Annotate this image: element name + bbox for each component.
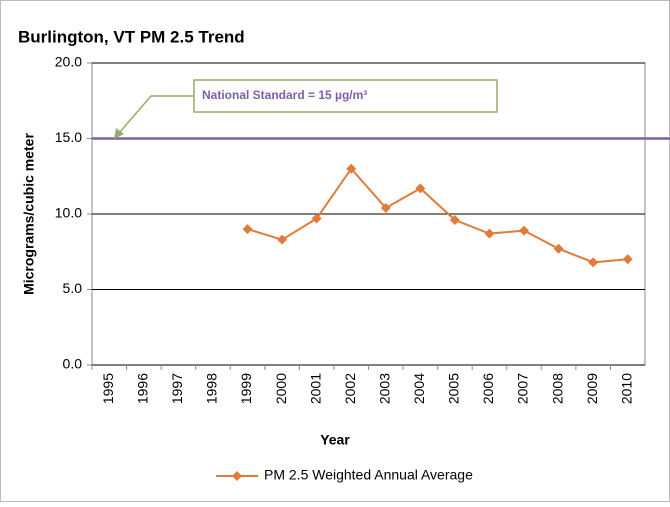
x-tick-label: 2000 xyxy=(273,373,289,404)
data-marker xyxy=(242,224,253,235)
x-tick-label: 2010 xyxy=(618,373,634,404)
y-tick-label: 0.0 xyxy=(63,356,83,372)
data-marker xyxy=(622,254,633,265)
x-tick-label: 2006 xyxy=(480,373,496,404)
x-tick-label: 2001 xyxy=(307,373,323,404)
y-tick-label: 15.0 xyxy=(55,129,82,145)
annotation: National Standard = 15 µg/m³ xyxy=(202,88,367,102)
annotation-arrowhead xyxy=(114,128,124,139)
y-tick-label: 10.0 xyxy=(55,205,82,221)
x-tick-label: 2008 xyxy=(549,373,565,404)
chart-title: Burlington, VT PM 2.5 Trend xyxy=(18,27,245,46)
data-marker xyxy=(449,215,460,226)
x-tick-label: 1999 xyxy=(238,373,254,404)
y-axis-label: Micrograms/cubic meter xyxy=(21,133,37,295)
data-marker xyxy=(553,243,564,254)
x-tick-label: 2005 xyxy=(446,373,462,404)
y-tick-label: 20.0 xyxy=(55,54,82,70)
data-marker xyxy=(519,225,530,236)
x-tick-label: 1997 xyxy=(169,373,185,404)
data-marker xyxy=(311,213,322,224)
data-marker xyxy=(588,257,599,268)
x-tick-label: 1998 xyxy=(204,373,220,404)
y-tick-label: 5.0 xyxy=(63,280,83,296)
x-tick-label: 2007 xyxy=(515,373,531,404)
annotation-arrow xyxy=(118,95,194,134)
legend-marker xyxy=(232,471,242,481)
x-tick-label: 1995 xyxy=(100,373,116,404)
data-marker xyxy=(484,228,495,239)
data-marker xyxy=(346,163,357,174)
x-tick-label: 2004 xyxy=(411,373,427,404)
x-tick-label: 2003 xyxy=(376,373,392,404)
x-tick-label: 2009 xyxy=(584,373,600,404)
data-marker xyxy=(277,234,288,245)
legend-label: PM 2.5 Weighted Annual Average xyxy=(264,467,473,483)
x-tick-label: 2002 xyxy=(342,373,358,404)
data-marker xyxy=(380,202,391,213)
data-marker xyxy=(415,183,426,194)
x-axis-label: Year xyxy=(320,432,350,448)
x-tick-label: 1996 xyxy=(135,373,151,404)
series-line xyxy=(247,167,628,264)
